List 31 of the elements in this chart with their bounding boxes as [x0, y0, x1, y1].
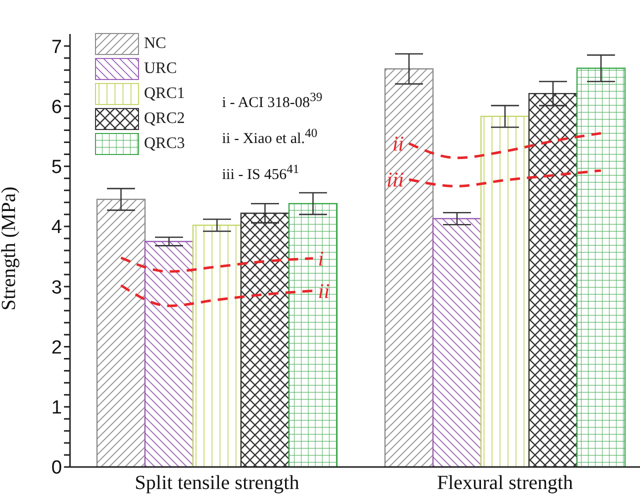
y-tick-label: 1 [51, 398, 62, 419]
legend-label: QRC1 [144, 85, 185, 103]
text: ii [392, 131, 404, 156]
bar [288, 202, 338, 467]
legend-label: QRC2 [144, 110, 185, 128]
legend-label: NC [144, 35, 166, 53]
y-tick-label: 4 [51, 217, 62, 238]
y-tick-label: 7 [51, 36, 62, 58]
annotation: ii - Xiao et al.$^{40}$ [222, 125, 318, 149]
y-tick-label: 6 [51, 96, 62, 118]
legend-label: URC [144, 60, 177, 78]
bar [576, 68, 626, 467]
bar [96, 198, 146, 467]
series-label: iii [386, 168, 404, 192]
y-tick-label: 2 [51, 337, 62, 358]
x-tick-label: Flexural strength [436, 472, 574, 494]
y-tick-label: 0 [51, 458, 62, 479]
bar [192, 224, 242, 467]
legend-label: QRC3 [144, 135, 185, 153]
bar [480, 116, 530, 467]
annotation: iii - IS 456$^{41}$ [222, 161, 300, 185]
line-series [408, 169, 602, 188]
y-tick-label: 3 [51, 277, 62, 298]
line-series [120, 256, 314, 273]
annotation: i - ACI 318-08$^{39}$ [222, 89, 322, 113]
y-tick-label: 5 [51, 157, 62, 178]
bar [432, 218, 482, 467]
x-tick-label: Split tensile strength [134, 472, 300, 494]
bar [384, 68, 434, 467]
y-axis-title: Strength (MPa) [0, 186, 20, 310]
bar [144, 240, 194, 467]
